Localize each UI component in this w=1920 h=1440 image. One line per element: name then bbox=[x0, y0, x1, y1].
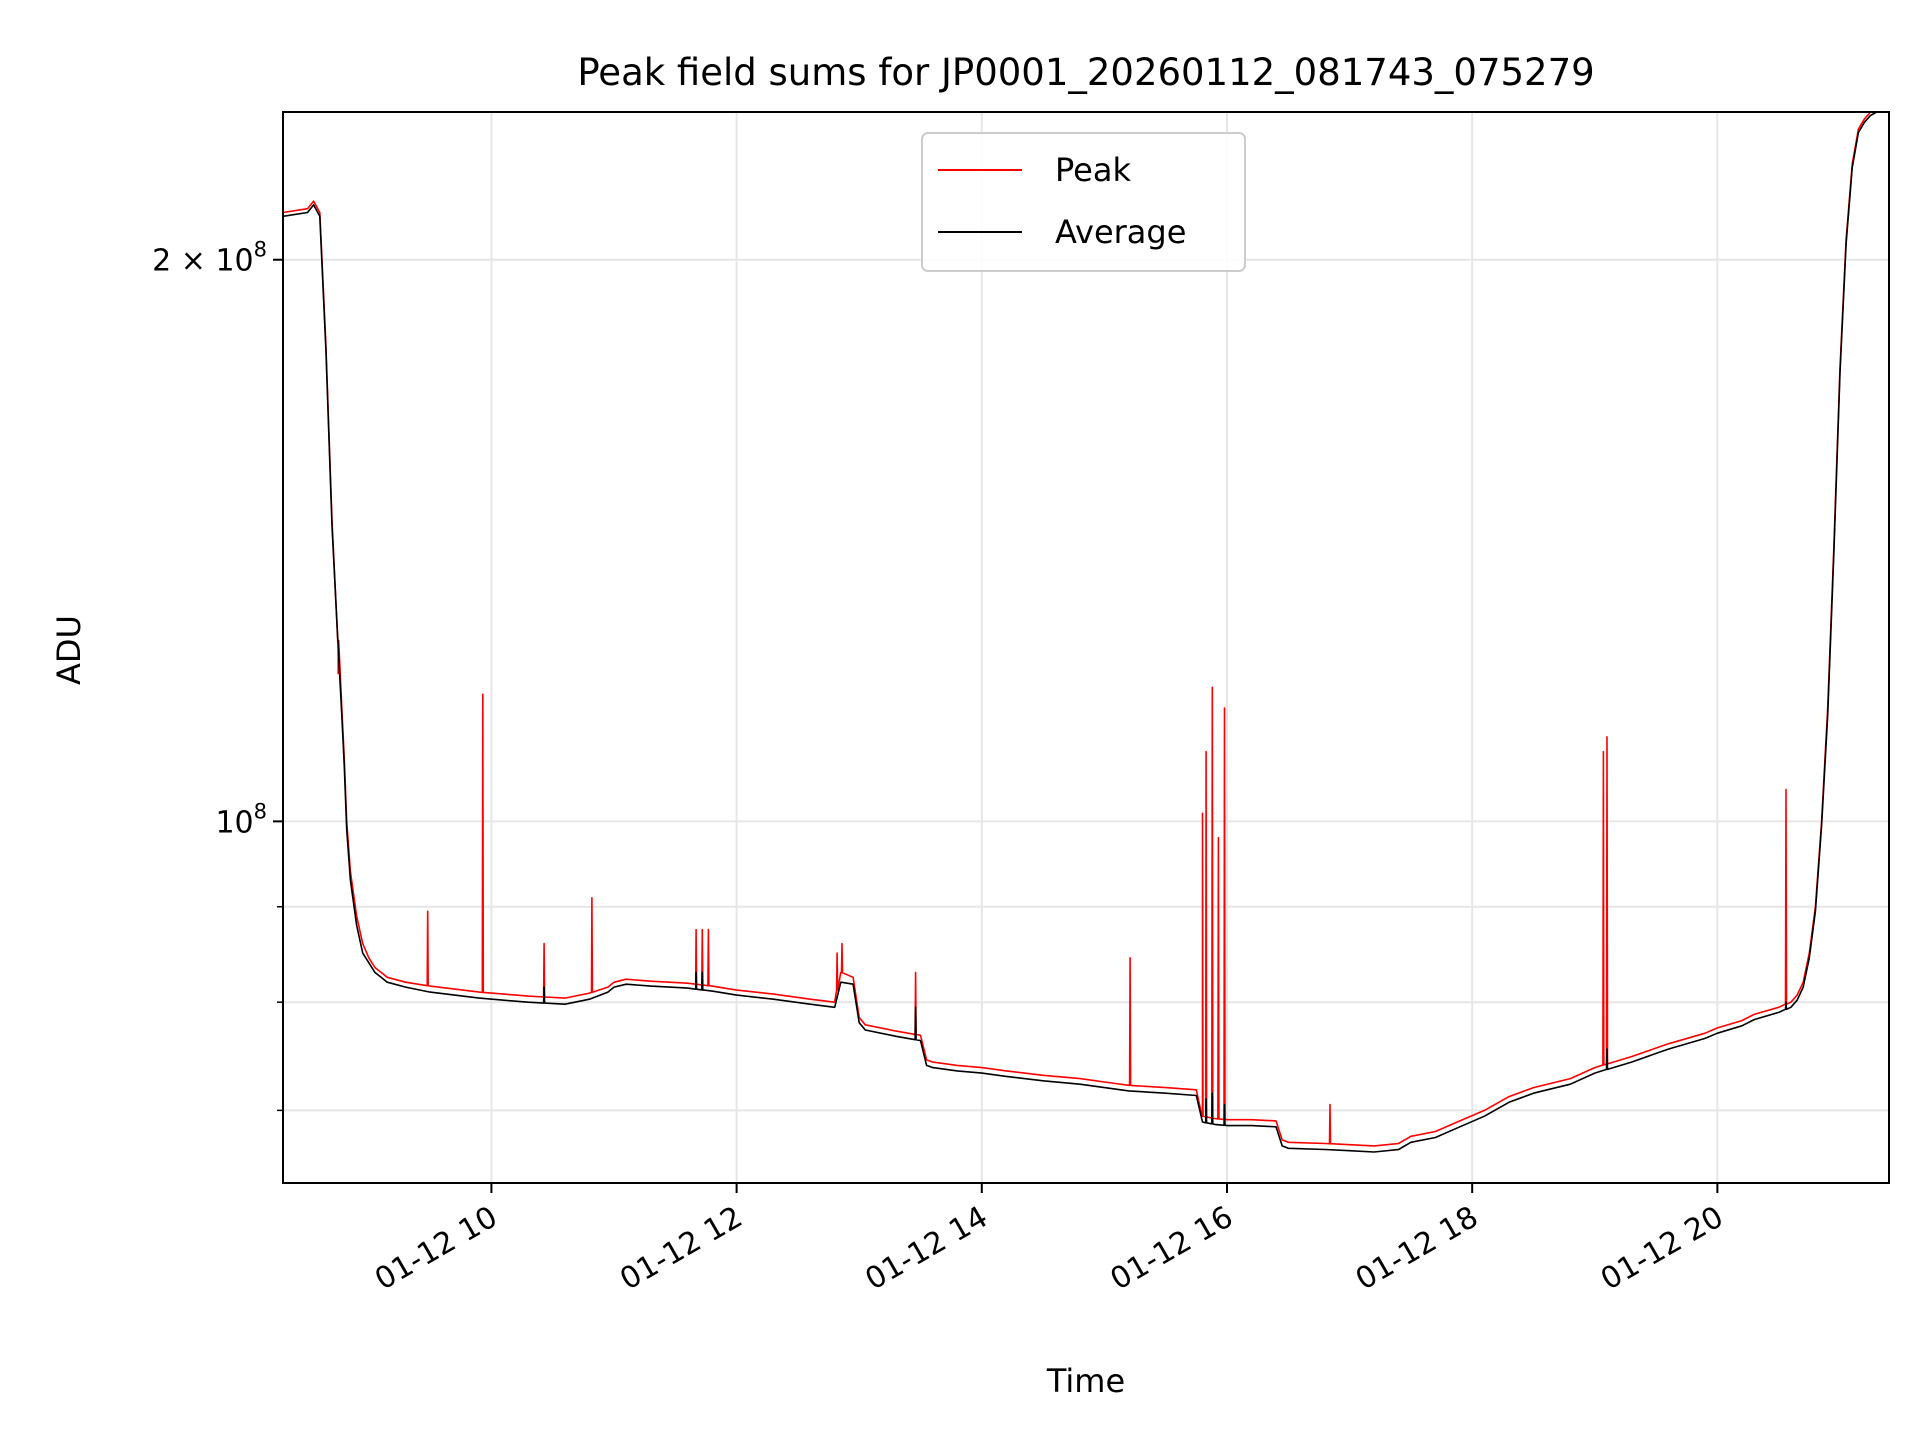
series-line-peak bbox=[282, 111, 1889, 1147]
legend-box bbox=[921, 132, 1246, 272]
legend-label-peak: Peak bbox=[1055, 151, 1131, 189]
x-axis-label: Time bbox=[1046, 1362, 1125, 1400]
series-group bbox=[282, 111, 1889, 1153]
chart-title: Peak field sums for JP0001_20260112_0817… bbox=[577, 51, 1594, 94]
series-line-average bbox=[282, 111, 1889, 1153]
y-axis-label: ADU bbox=[50, 615, 88, 685]
legend-label-average: Average bbox=[1055, 213, 1186, 251]
y-tick-label: 2 × 108 bbox=[152, 238, 267, 279]
y-tick-label: 108 bbox=[215, 799, 267, 840]
y-axis: 108 2 × 108 bbox=[152, 238, 283, 1112]
legend: Peak Average bbox=[921, 132, 1246, 272]
plot-frame bbox=[282, 111, 1890, 1184]
